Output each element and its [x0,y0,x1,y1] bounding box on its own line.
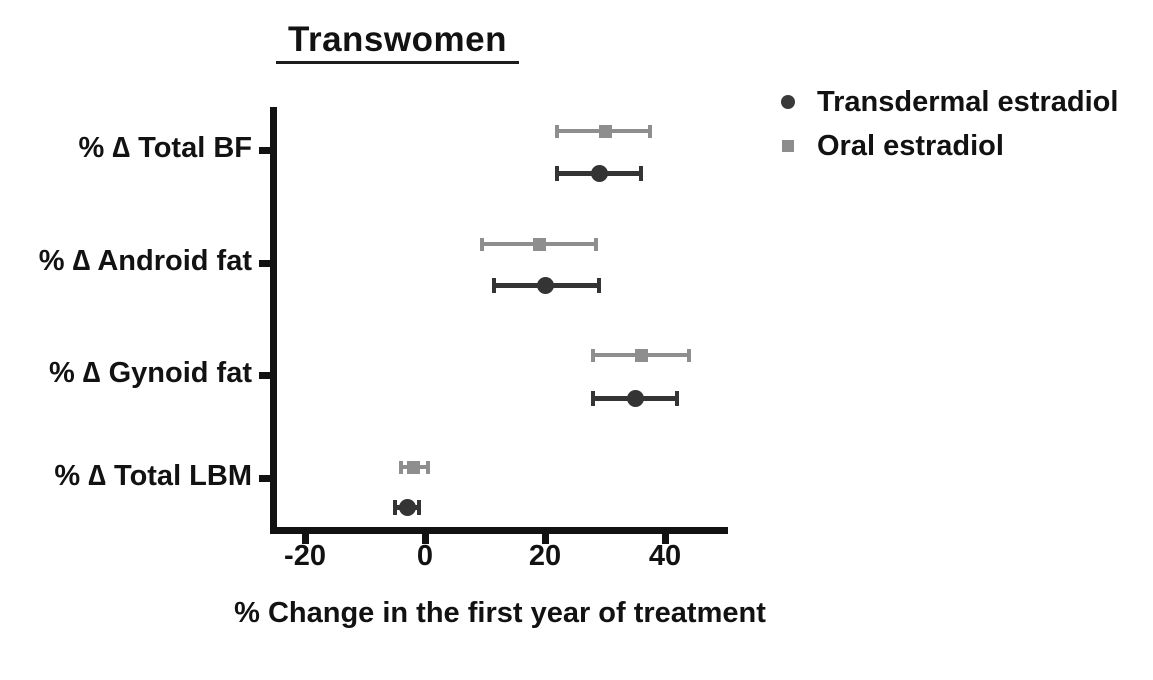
legend-label-oral: Oral estradiol [817,129,1004,162]
square-data-marker [634,348,648,362]
circle-data-marker [536,276,554,294]
error-bar-cap-right [675,390,679,406]
legend-item-transdermal: Transdermal estradiol [781,86,1118,118]
square-data-marker [598,124,612,138]
x-axis-tick-label: -20 [284,540,326,572]
category-label: % ∆ Total BF [78,132,252,164]
x-axis-line [270,527,728,534]
error-bar-cap-left [555,165,559,181]
x-axis-tick-label: 40 [648,540,682,572]
y-axis-tick [259,147,270,154]
x-axis-tick [301,534,309,544]
category-label: % ∆ Android fat [38,245,252,277]
error-bar-cap-right [594,237,598,251]
square-marker-icon [782,140,794,152]
x-axis-title: % Change in the first year of treatment [234,597,766,629]
circle-data-marker [590,164,608,182]
y-axis-line [270,107,277,534]
error-bar-cap-right [687,348,691,362]
error-bar-cap-left [492,277,496,293]
error-bar-cap-right [597,277,601,293]
legend-label-transdermal: Transdermal estradiol [817,85,1119,118]
error-bar-cap-right [648,124,652,138]
legend-item-oral: Oral estradiol [781,130,1118,162]
error-bar-cap-left [393,499,397,515]
y-axis-tick [259,260,270,267]
x-axis-tick [541,534,549,544]
error-bar-cap-right [417,499,421,515]
square-data-marker [406,460,420,474]
square-data-marker [532,237,546,251]
category-label: % ∆ Total LBM [54,460,252,492]
circle-marker-icon [781,95,795,109]
x-axis-tick [661,534,669,544]
error-bar-cap-left [591,348,595,362]
error-bar-cap-right [426,460,430,474]
chart-title: Transwomen [276,20,519,64]
error-bar-cap-left [480,237,484,251]
error-bar-cap-right [639,165,643,181]
circle-data-marker [626,389,644,407]
chart-title-wrap: Transwomen [225,20,570,64]
y-axis-tick [259,475,270,482]
circle-data-marker [398,498,416,516]
x-axis-tick-label: 20 [528,540,562,572]
error-bar-cap-left [399,460,403,474]
error-bar-cap-left [555,124,559,138]
error-bar-cap-left [591,390,595,406]
x-axis-tick [421,534,429,544]
y-axis-tick [259,372,270,379]
x-axis-tick-label: 0 [416,540,434,572]
legend: Transdermal estradiol Oral estradiol [781,86,1118,174]
category-label: % ∆ Gynoid fat [48,357,252,389]
